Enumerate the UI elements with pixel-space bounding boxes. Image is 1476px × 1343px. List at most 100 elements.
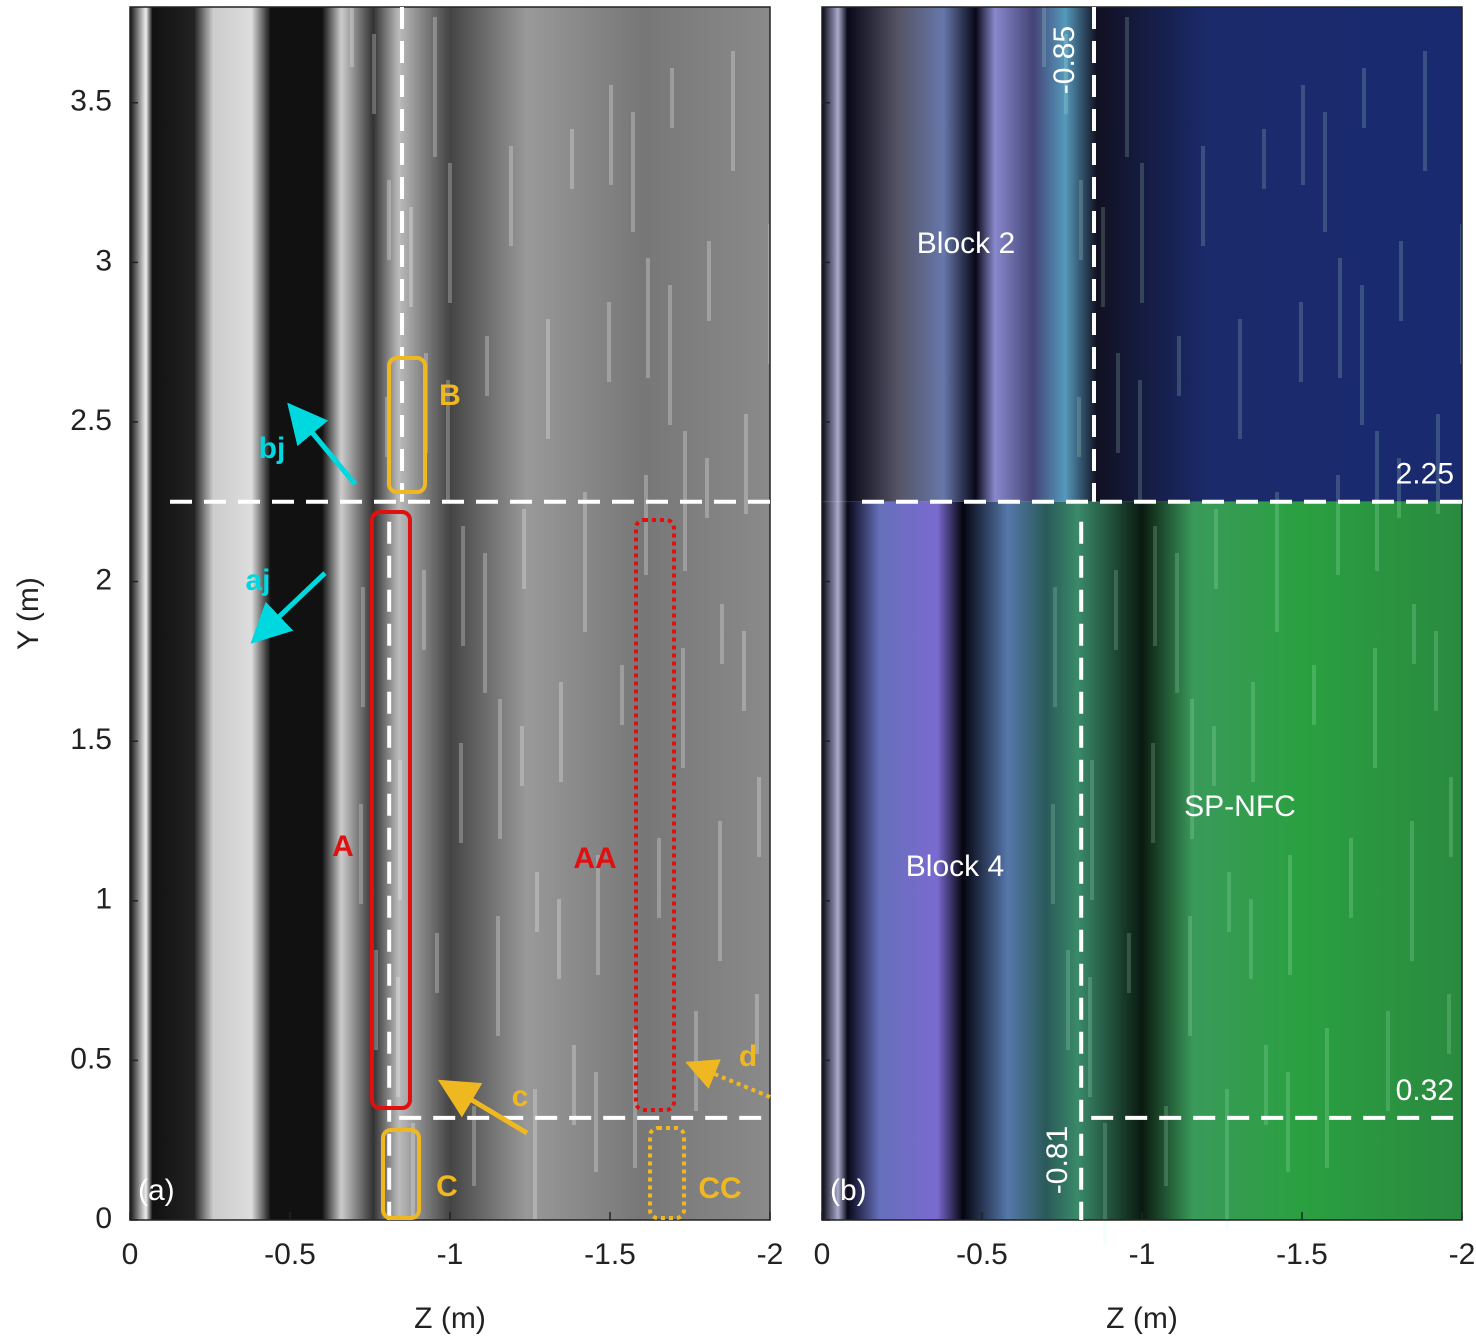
texture [1138, 380, 1142, 500]
texture [448, 163, 452, 303]
texture [1312, 665, 1316, 725]
texture [546, 319, 550, 439]
texture [1175, 553, 1179, 693]
texture [1397, 458, 1401, 518]
texture [1151, 743, 1155, 843]
texture [1386, 1011, 1390, 1111]
annotation: CC [698, 1172, 741, 1205]
annotation: bj [259, 432, 286, 465]
texture [1190, 699, 1194, 839]
texture [1103, 1123, 1107, 1243]
texture [583, 492, 587, 632]
texture [433, 17, 437, 157]
x-tick-label: -2 [1449, 1238, 1476, 1271]
texture [1042, 7, 1046, 67]
texture [1114, 570, 1118, 650]
image-area [822, 501, 1462, 1220]
x-axis-label: Z (m) [1106, 1302, 1178, 1335]
texture [509, 146, 513, 246]
x-tick-label: 0 [814, 1238, 831, 1271]
texture [361, 587, 365, 707]
texture [631, 112, 635, 232]
texture [1051, 804, 1055, 904]
texture [1077, 397, 1081, 457]
texture [1212, 726, 1216, 786]
texture [1088, 977, 1092, 1097]
reference-label: 2.25 [1396, 458, 1454, 491]
texture [705, 458, 709, 518]
x-tick-label: -1.5 [584, 1238, 636, 1271]
texture [1299, 302, 1303, 382]
x-tick-label: -1.5 [1276, 1238, 1328, 1271]
texture [1447, 994, 1451, 1054]
reference-label: -0.85 [1048, 26, 1081, 94]
texture [744, 414, 748, 514]
texture [707, 241, 711, 321]
texture [1127, 933, 1131, 993]
texture [1053, 587, 1057, 707]
texture [387, 180, 391, 260]
texture [398, 760, 402, 900]
annotation: d [739, 1040, 757, 1073]
texture [1412, 604, 1416, 664]
texture [1238, 319, 1242, 439]
texture [1227, 872, 1231, 932]
texture [670, 68, 674, 128]
y-tick-label: 2 [95, 564, 112, 597]
texture [594, 1072, 598, 1172]
texture [1125, 17, 1129, 157]
texture [522, 509, 526, 589]
texture [644, 475, 648, 575]
texture [755, 994, 759, 1054]
texture [609, 85, 613, 185]
texture [1251, 682, 1255, 782]
texture [694, 1011, 698, 1111]
texture [718, 821, 722, 961]
texture [1249, 899, 1253, 979]
texture [498, 699, 502, 839]
texture [520, 726, 524, 786]
x-tick-label: -1 [1129, 1238, 1156, 1271]
texture [374, 950, 378, 1050]
y-axis-label: Y (m) [12, 577, 45, 650]
texture [1188, 916, 1192, 1036]
y-tick-label: 1.5 [70, 723, 112, 756]
texture [731, 51, 735, 171]
texture [1275, 492, 1279, 632]
texture [668, 285, 672, 425]
panel-label: (b) [830, 1174, 867, 1207]
texture [1101, 207, 1105, 307]
reference-label: 0.32 [1396, 1074, 1454, 1107]
texture [720, 604, 724, 664]
texture [1336, 475, 1340, 575]
arrow [437, 1079, 529, 1136]
texture [1301, 85, 1305, 185]
x-tick-label: 0 [122, 1238, 139, 1271]
x-tick-label: -1 [437, 1238, 464, 1271]
texture [350, 7, 354, 67]
texture [1449, 777, 1453, 857]
texture [409, 207, 413, 307]
texture [411, 1123, 415, 1243]
annotation: Block 2 [917, 227, 1015, 260]
texture [435, 933, 439, 993]
texture [1079, 180, 1083, 260]
texture [646, 258, 650, 378]
reference-label: -0.81 [1041, 1126, 1074, 1194]
annotation: aj [245, 564, 270, 597]
x-tick-label: -0.5 [956, 1238, 1008, 1271]
annotation: Block 4 [906, 850, 1004, 883]
annotation: C [436, 1170, 458, 1203]
texture [1225, 1089, 1229, 1229]
texture [596, 855, 600, 975]
y-tick-label: 0.5 [70, 1042, 112, 1075]
texture [620, 665, 624, 725]
texture [1214, 509, 1218, 589]
box-aa [634, 518, 676, 1112]
x-tick-label: -0.5 [264, 1238, 316, 1271]
texture [1362, 68, 1366, 128]
texture [496, 916, 500, 1036]
texture [1264, 1045, 1268, 1125]
texture [1090, 760, 1094, 900]
y-tick-label: 3.5 [70, 85, 112, 118]
